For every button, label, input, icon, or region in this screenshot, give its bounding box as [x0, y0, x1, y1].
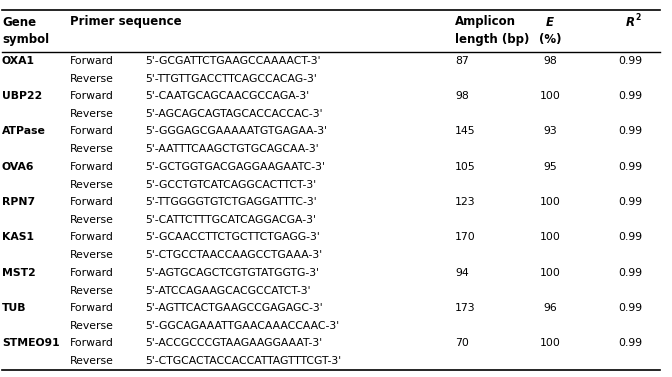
Text: 93: 93	[543, 127, 557, 136]
Text: length (bp): length (bp)	[455, 34, 530, 46]
Text: 100: 100	[540, 233, 560, 242]
Text: Forward: Forward	[70, 197, 114, 207]
Text: 123: 123	[455, 197, 476, 207]
Text: 5'-GCCTGTCATCAGGCACTTCT-3': 5'-GCCTGTCATCAGGCACTTCT-3'	[145, 179, 316, 190]
Text: 5'-CATTCTTTGCATCAGGACGA-3': 5'-CATTCTTTGCATCAGGACGA-3'	[145, 215, 316, 225]
Text: 173: 173	[455, 303, 476, 313]
Text: 100: 100	[540, 268, 560, 278]
Text: 5'-CTGCACTACCACCATTAGTTTCGT-3': 5'-CTGCACTACCACCATTAGTTTCGT-3'	[145, 356, 341, 366]
Text: 5'-AGCAGCAGTAGCACCACCAC-3': 5'-AGCAGCAGTAGCACCACCAC-3'	[145, 109, 323, 119]
Text: R: R	[626, 15, 635, 29]
Text: 5'-ATCCAGAAGCACGCCATCT-3': 5'-ATCCAGAAGCACGCCATCT-3'	[145, 285, 310, 296]
Text: 0.99: 0.99	[618, 56, 642, 66]
Text: Reverse: Reverse	[70, 179, 114, 190]
Text: 0.99: 0.99	[618, 127, 642, 136]
Text: Reverse: Reverse	[70, 285, 114, 296]
Text: 96: 96	[543, 303, 557, 313]
Text: OVA6: OVA6	[2, 162, 34, 172]
Text: 0.99: 0.99	[618, 268, 642, 278]
Text: 100: 100	[540, 91, 560, 101]
Text: Forward: Forward	[70, 162, 114, 172]
Text: 5'-GGCAGAAATTGAACAAACCAAC-3': 5'-GGCAGAAATTGAACAAACCAAC-3'	[145, 321, 339, 331]
Text: Forward: Forward	[70, 303, 114, 313]
Text: Reverse: Reverse	[70, 250, 114, 260]
Text: 0.99: 0.99	[618, 197, 642, 207]
Text: 5'-TTGGGGTGTCTGAGGATTTC-3': 5'-TTGGGGTGTCTGAGGATTTC-3'	[145, 197, 317, 207]
Text: Gene: Gene	[2, 15, 36, 29]
Text: 0.99: 0.99	[618, 162, 642, 172]
Text: 5'-GCAACCTTCTGCTTCTGAGG-3': 5'-GCAACCTTCTGCTTCTGAGG-3'	[145, 233, 320, 242]
Text: 2: 2	[635, 12, 640, 21]
Text: 5'-GGGAGCGAAAAATGTGAGAA-3': 5'-GGGAGCGAAAAATGTGAGAA-3'	[145, 127, 327, 136]
Text: 98: 98	[543, 56, 557, 66]
Text: Reverse: Reverse	[70, 74, 114, 83]
Text: 5'-GCGATTCTGAAGCCAAAACT-3': 5'-GCGATTCTGAAGCCAAAACT-3'	[145, 56, 321, 66]
Text: 5'-CAATGCAGCAACGCCAGA-3': 5'-CAATGCAGCAACGCCAGA-3'	[145, 91, 309, 101]
Text: symbol: symbol	[2, 34, 49, 46]
Text: Reverse: Reverse	[70, 356, 114, 366]
Text: RPN7: RPN7	[2, 197, 35, 207]
Text: 5'-CTGCCTAACCAAGCCTGAAA-3': 5'-CTGCCTAACCAAGCCTGAAA-3'	[145, 250, 322, 260]
Text: TUB: TUB	[2, 303, 26, 313]
Text: 0.99: 0.99	[618, 339, 642, 348]
Text: (%): (%)	[539, 34, 561, 46]
Text: Forward: Forward	[70, 91, 114, 101]
Text: Reverse: Reverse	[70, 109, 114, 119]
Text: UBP22: UBP22	[2, 91, 42, 101]
Text: Reverse: Reverse	[70, 321, 114, 331]
Text: Primer sequence: Primer sequence	[70, 15, 181, 29]
Text: 5'-AGTGCAGCTCGTGTATGGTG-3': 5'-AGTGCAGCTCGTGTATGGTG-3'	[145, 268, 319, 278]
Text: 70: 70	[455, 339, 469, 348]
Text: OXA1: OXA1	[2, 56, 35, 66]
Text: Reverse: Reverse	[70, 144, 114, 154]
Text: 94: 94	[455, 268, 469, 278]
Text: 5'-AGTTCACTGAAGCCGAGAGC-3': 5'-AGTTCACTGAAGCCGAGAGC-3'	[145, 303, 323, 313]
Text: 5'-GCTGGTGACGAGGAAGAATC-3': 5'-GCTGGTGACGAGGAAGAATC-3'	[145, 162, 325, 172]
Text: Forward: Forward	[70, 268, 114, 278]
Text: STMEO91: STMEO91	[2, 339, 60, 348]
Text: 145: 145	[455, 127, 476, 136]
Text: 105: 105	[455, 162, 476, 172]
Text: 100: 100	[540, 339, 560, 348]
Text: E: E	[546, 15, 554, 29]
Text: 0.99: 0.99	[618, 91, 642, 101]
Text: 5'-TTGTTGACCTTCAGCCACAG-3': 5'-TTGTTGACCTTCAGCCACAG-3'	[145, 74, 317, 83]
Text: Amplicon: Amplicon	[455, 15, 516, 29]
Text: 98: 98	[455, 91, 469, 101]
Text: KAS1: KAS1	[2, 233, 34, 242]
Text: Forward: Forward	[70, 56, 114, 66]
Text: 5'-ACCGCCCGTAAGAAGGAAAT-3': 5'-ACCGCCCGTAAGAAGGAAAT-3'	[145, 339, 322, 348]
Text: Forward: Forward	[70, 127, 114, 136]
Text: Forward: Forward	[70, 339, 114, 348]
Text: 87: 87	[455, 56, 469, 66]
Text: 170: 170	[455, 233, 476, 242]
Text: 95: 95	[543, 162, 557, 172]
Text: 5'-AATTTCAAGCTGTGCAGCAA-3': 5'-AATTTCAAGCTGTGCAGCAA-3'	[145, 144, 319, 154]
Text: ATPase: ATPase	[2, 127, 46, 136]
Text: MST2: MST2	[2, 268, 36, 278]
Text: 0.99: 0.99	[618, 303, 642, 313]
Text: Forward: Forward	[70, 233, 114, 242]
Text: Reverse: Reverse	[70, 215, 114, 225]
Text: 100: 100	[540, 197, 560, 207]
Text: 0.99: 0.99	[618, 233, 642, 242]
